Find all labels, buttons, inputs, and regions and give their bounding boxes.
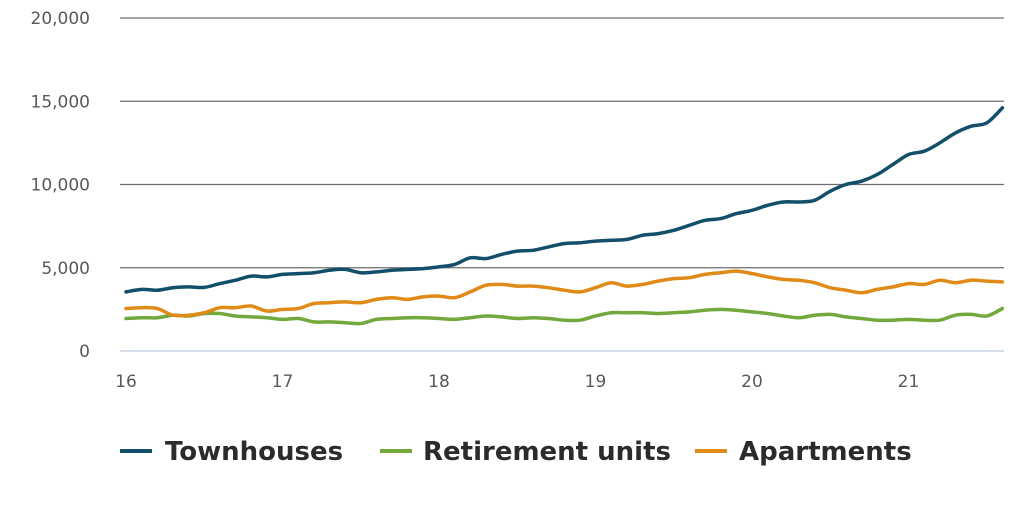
x-tick-label: 18 bbox=[428, 372, 450, 392]
y-tick-label: 0 bbox=[79, 342, 90, 362]
axes: 0 5,000 10,000 15,000 20,000 16 17 18 19 20 21 bbox=[31, 9, 920, 392]
y-tick-label: 5,000 bbox=[41, 259, 90, 279]
series-line-retirement-units bbox=[124, 306, 1005, 326]
legend-label-townhouses: Townhouses bbox=[165, 437, 343, 467]
x-tick-label: 16 bbox=[115, 372, 137, 392]
legend-label-retirement-units: Retirement units bbox=[423, 437, 671, 467]
x-tick-label: 19 bbox=[585, 372, 607, 392]
series-lines bbox=[124, 106, 1005, 326]
series-line-apartments bbox=[124, 269, 1005, 318]
x-tick-label: 17 bbox=[272, 372, 294, 392]
x-tick-label: 21 bbox=[898, 372, 920, 392]
y-tick-label: 15,000 bbox=[31, 92, 90, 112]
legend-label-apartments: Apartments bbox=[739, 437, 912, 467]
legend: Townhouses Retirement units Apartments bbox=[120, 437, 912, 467]
x-tick-label: 20 bbox=[741, 372, 763, 392]
series-line-townhouses bbox=[124, 106, 1005, 294]
y-tick-label: 10,000 bbox=[31, 176, 90, 196]
y-tick-label: 20,000 bbox=[31, 9, 90, 29]
gridlines bbox=[120, 17, 1004, 352]
